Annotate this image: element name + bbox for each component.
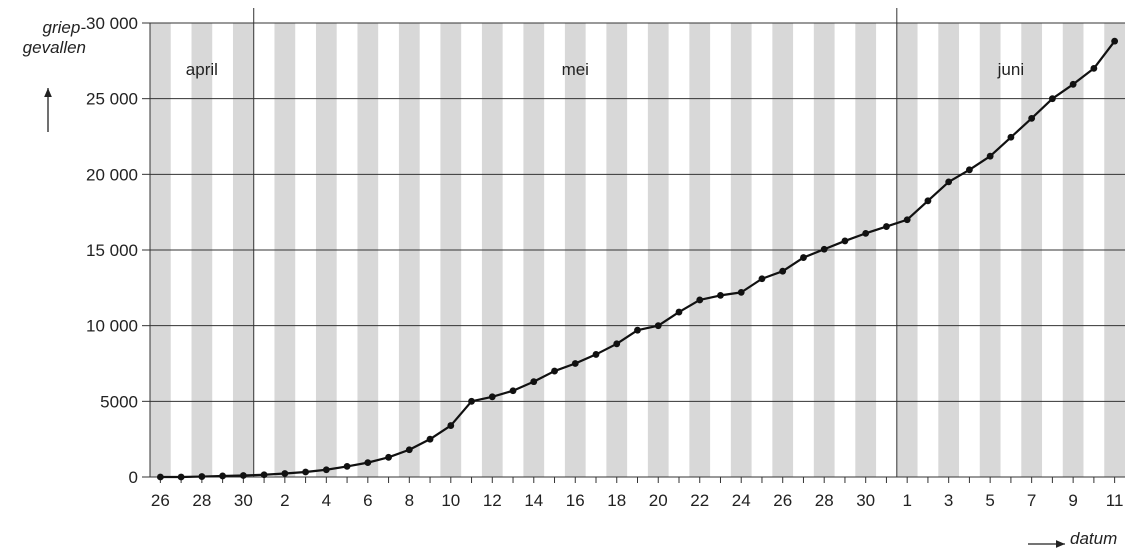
y-axis-label: griep- gevallen — [18, 18, 86, 58]
x-tick-label: 8 — [405, 491, 414, 510]
data-point — [841, 237, 849, 245]
data-point — [1111, 37, 1119, 45]
data-point — [634, 326, 641, 334]
x-tick-label: 20 — [649, 491, 668, 510]
month-label: juni — [997, 60, 1024, 79]
x-tick-label: 7 — [1027, 491, 1036, 510]
data-point — [758, 275, 766, 283]
x-tick-label: 24 — [732, 491, 751, 510]
data-point — [945, 178, 953, 186]
x-tick-label: 1 — [902, 491, 911, 510]
y-axis-label-line1: griep- — [42, 18, 86, 37]
data-point — [820, 245, 828, 253]
data-point — [862, 229, 870, 237]
data-point — [1069, 80, 1077, 88]
x-tick-label: 16 — [566, 491, 585, 510]
x-tick-label: 26 — [773, 491, 792, 510]
y-tick-label: 0 — [129, 468, 138, 487]
data-point — [239, 472, 247, 479]
data-point — [717, 292, 724, 299]
x-tick-label: 10 — [441, 491, 460, 510]
data-point — [696, 296, 704, 304]
x-axis-label: datum — [1070, 529, 1118, 548]
x-tick-label: 4 — [322, 491, 331, 510]
data-point — [1007, 133, 1015, 141]
x-tick-label: 30 — [234, 491, 253, 510]
x-tick-label: 6 — [363, 491, 372, 510]
data-series — [156, 37, 1119, 481]
data-point — [800, 254, 807, 261]
data-point — [779, 267, 787, 275]
data-point — [198, 473, 206, 480]
x-tick-label: 9 — [1068, 491, 1077, 510]
series-line — [160, 40, 1116, 479]
data-point — [405, 446, 413, 454]
x-tick-label: 14 — [524, 491, 543, 510]
month-label: april — [186, 60, 218, 79]
data-point — [281, 470, 289, 477]
data-point — [883, 223, 890, 230]
data-point — [737, 288, 745, 296]
x-tick-label: 30 — [856, 491, 875, 510]
x-tick-label: 12 — [483, 491, 502, 510]
x-tick-label: 28 — [192, 491, 211, 510]
data-point — [177, 473, 185, 481]
data-point — [551, 367, 558, 375]
data-point — [322, 466, 330, 474]
y-tick-label: 15 000 — [86, 241, 138, 260]
y-tick-label: 25 000 — [86, 90, 138, 109]
y-axis-label-line2: gevallen — [22, 38, 86, 57]
data-point — [613, 340, 621, 348]
data-point — [654, 322, 662, 330]
data-point — [530, 378, 538, 386]
x-tick-label: 22 — [690, 491, 709, 510]
data-point — [1048, 95, 1056, 103]
y-axis-ticks: 0 5000 10 000 15 000 20 000 25 000 30 000 — [86, 14, 150, 487]
data-point — [966, 166, 973, 174]
y-tick-label: 5000 — [100, 392, 138, 411]
data-point — [509, 387, 517, 395]
x-tick-label: 5 — [985, 491, 994, 510]
month-label: mei — [562, 60, 589, 79]
x-tick-label: 18 — [607, 491, 626, 510]
x-tick-label: 28 — [815, 491, 834, 510]
data-point — [1028, 114, 1036, 122]
data-point — [592, 351, 600, 358]
data-point — [156, 473, 164, 481]
x-tick-label: 11 — [1106, 491, 1124, 510]
data-point — [986, 152, 994, 160]
data-point — [385, 453, 392, 461]
data-point — [488, 393, 496, 401]
y-tick-label: 20 000 — [86, 165, 138, 184]
data-point — [1090, 65, 1098, 72]
month-dividers — [253, 8, 898, 477]
x-tick-label: 2 — [280, 491, 289, 510]
x-tick-label: 26 — [151, 491, 170, 510]
x-tick-label: 3 — [944, 491, 953, 510]
data-point — [260, 471, 268, 479]
y-tick-label: 10 000 — [86, 317, 138, 336]
data-point — [364, 459, 372, 467]
x-axis-ticks: 26 28 30 2 4 6 8 10 12 14 16 18 20 22 24 26 28 30 1 3 5 7 9 11 — [151, 477, 1124, 510]
data-point — [571, 360, 579, 367]
data-point — [903, 216, 911, 224]
y-tick-label: 30 000 — [86, 14, 138, 33]
data-point — [468, 397, 475, 405]
data-point — [924, 197, 932, 205]
month-labels: april mei juni — [186, 60, 1024, 79]
data-point — [343, 463, 351, 470]
data-point — [447, 422, 455, 429]
data-point — [219, 472, 227, 480]
data-point — [302, 468, 309, 476]
data-point — [426, 435, 434, 443]
horizontal-gridlines — [149, 22, 1125, 478]
data-point — [675, 308, 683, 316]
